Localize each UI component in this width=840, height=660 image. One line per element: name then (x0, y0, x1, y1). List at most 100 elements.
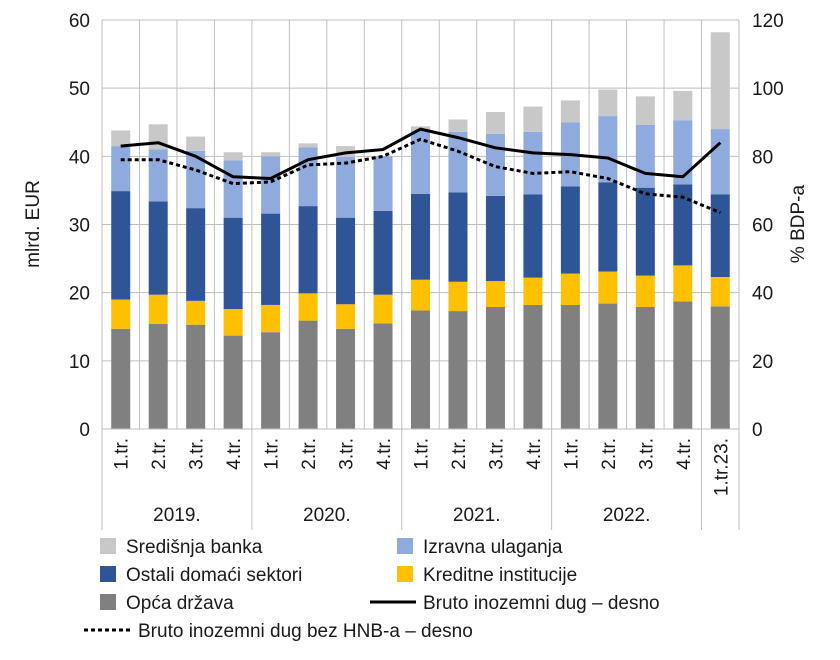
bar-segment (261, 156, 281, 214)
x-tick-label: 3.tr. (486, 438, 507, 470)
bar-segment (560, 100, 580, 123)
y-tick-label: 40 (69, 147, 90, 168)
line-series (120, 127, 722, 214)
x-tick-label: 1.tr. (412, 438, 433, 470)
y-tick-label: 30 (69, 216, 90, 237)
legend-label: Opća država (126, 593, 234, 614)
bar-segment (298, 143, 318, 148)
bar-segment (635, 187, 655, 276)
x-tick-label: 4.tr. (524, 438, 545, 470)
bar-segment (223, 160, 243, 218)
bar-segment (186, 136, 206, 151)
bar-segment (560, 304, 580, 429)
bar-segment (148, 294, 168, 325)
bar-segment (598, 303, 618, 429)
gridlines (101, 19, 740, 430)
legend-label: Bruto inozemni dug bez HNB-a – desno (138, 621, 473, 642)
bar-segment (448, 192, 468, 282)
bar-segment (111, 328, 131, 429)
x-tick-label: 2.tr. (299, 438, 320, 470)
y2-tick-label: 40 (752, 284, 773, 305)
bar-segment (635, 275, 655, 307)
year-label: 2020. (303, 505, 351, 526)
bar-segment (298, 320, 318, 429)
bar-segment (373, 156, 393, 211)
bar-segment (710, 306, 730, 429)
y2-tick-label: 80 (752, 147, 773, 168)
bar-segment (673, 184, 693, 266)
x-tick-label: 2.tr. (599, 438, 620, 470)
x-tick-label: 3.tr. (636, 438, 657, 470)
bar-segment (373, 294, 393, 324)
legend-swatch (397, 566, 413, 582)
bar-segment (673, 90, 693, 121)
x-tick-label: 1.tr. (561, 438, 582, 470)
y2-tick-label: 60 (752, 216, 773, 237)
legend-swatch (397, 538, 413, 554)
bar-stacks (111, 32, 730, 429)
bar-segment (710, 32, 730, 130)
bar-segment (261, 304, 281, 333)
bar-segment (635, 96, 655, 125)
legend: Središnja banka Izravna ulaganja Ostali do… (84, 537, 660, 642)
year-label: 2022. (603, 505, 651, 526)
x-tick-label: 1.tr.23. (711, 438, 732, 496)
bar-segment (635, 124, 655, 188)
x-tick-label: 4.tr. (224, 438, 245, 470)
bar-segment (261, 213, 281, 305)
legend-label: Bruto inozemni dug – desno (423, 593, 660, 614)
bar-segment (710, 276, 730, 307)
year-label: 2019. (153, 505, 201, 526)
bar-segment (261, 332, 281, 429)
bar-segment (560, 186, 580, 274)
y-tick-label: 0 (79, 420, 90, 441)
bar-segment (411, 310, 430, 429)
debt-excl-cb-line (120, 137, 721, 214)
bar-segment (186, 300, 206, 325)
bar-segment (598, 271, 618, 304)
bar-segment (223, 217, 243, 310)
bar-segment (336, 217, 356, 305)
x-tick-label: 3.tr. (187, 438, 208, 470)
bar-segment (223, 152, 243, 161)
legend-swatch (100, 566, 116, 582)
bar-segment (598, 116, 618, 183)
bar-segment (710, 194, 730, 277)
bar-segment (223, 309, 243, 336)
bar-segment (411, 279, 430, 311)
axes: 0 10 20 30 40 50 60 0 20 40 60 80 100 120 (69, 11, 784, 441)
legend-swatch (100, 538, 116, 554)
bar-segment (336, 328, 356, 429)
bar-segment (448, 311, 468, 429)
legend-label: Kreditne institucije (423, 565, 577, 586)
x-tick-label: 1.tr. (112, 438, 133, 470)
x-tick-label: 1.tr. (262, 438, 283, 470)
bar-segment (186, 324, 206, 429)
bar-segment (336, 304, 356, 329)
legend-label: Izravna ulaganja (423, 537, 563, 558)
bar-segment (111, 299, 131, 329)
bar-segment (148, 201, 168, 295)
bar-segment (148, 324, 168, 429)
y2-axis-title: % BDP-a (788, 185, 809, 264)
bar-segment (485, 112, 505, 134)
y-tick-label: 50 (69, 79, 90, 100)
x-tick-label: 2.tr. (149, 438, 170, 470)
bar-segment (448, 131, 468, 193)
bar-segment (523, 304, 543, 429)
bar-segment (373, 210, 393, 295)
bar-segment (186, 208, 206, 301)
y-tick-label: 60 (69, 11, 90, 32)
bar-segment (598, 182, 618, 272)
bar-segment (186, 150, 206, 209)
bar-segment (336, 157, 356, 218)
bar-segment (223, 335, 243, 429)
y-axis-title: mlrd. EUR (23, 180, 44, 268)
bar-segment (485, 306, 505, 429)
bar-segment (298, 206, 318, 294)
bar-segment (598, 89, 618, 117)
y2-tick-label: 0 (752, 420, 763, 441)
bar-segment (523, 194, 543, 278)
bar-segment (485, 195, 505, 282)
